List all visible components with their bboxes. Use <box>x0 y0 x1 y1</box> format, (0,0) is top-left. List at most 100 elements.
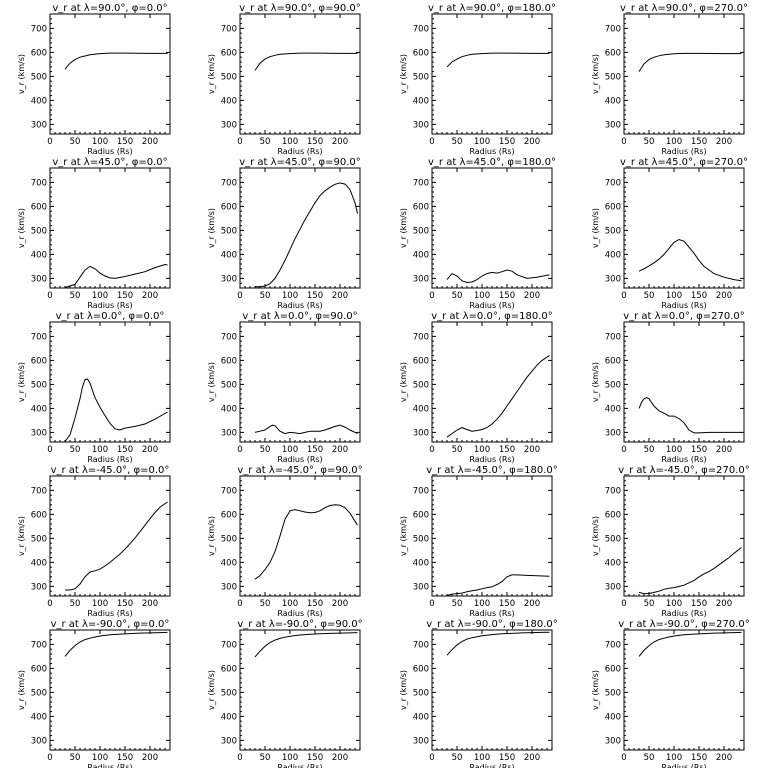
y-tick-label: 600 <box>31 356 47 366</box>
panel-title: v_r at λ=90.0°, φ=0.0° <box>52 3 167 14</box>
y-tick-label: 600 <box>605 510 621 520</box>
y-tick-label: 500 <box>605 72 621 82</box>
y-tick-label: 300 <box>31 582 47 592</box>
x-axis-label: Radius (Rs) <box>661 609 706 618</box>
y-tick-label: 600 <box>221 664 237 674</box>
series-line <box>254 424 358 435</box>
series-line <box>254 504 358 580</box>
panel-title: v_r at λ=0.0°, φ=270.0° <box>623 311 745 322</box>
y-tick-label: 600 <box>221 510 237 520</box>
series-line <box>638 397 742 434</box>
y-tick-label: 500 <box>605 688 621 698</box>
y-tick-label: 500 <box>605 380 621 390</box>
x-tick-label: 200 <box>524 599 540 609</box>
y-axis-label: v_r (km/s) <box>399 208 408 248</box>
panel-title: v_r at λ=45.0°, φ=270.0° <box>620 157 748 168</box>
y-tick-label: 400 <box>31 250 47 260</box>
x-tick-label: 50 <box>70 137 81 147</box>
plot-frame <box>49 13 171 135</box>
y-tick-label: 700 <box>221 332 237 342</box>
y-tick-label: 600 <box>605 356 621 366</box>
x-tick-label: 200 <box>716 137 732 147</box>
plot-frame <box>49 167 171 289</box>
y-tick-label: 400 <box>605 404 621 414</box>
x-axis-label: Radius (Rs) <box>661 763 706 768</box>
x-tick-label: 50 <box>260 291 271 301</box>
panel-title: v_r at λ=-90.0°, φ=270.0° <box>618 619 750 630</box>
x-tick-label: 100 <box>474 137 490 147</box>
x-tick-label: 0 <box>429 291 434 301</box>
panel-12: v_r at λ=0.0°, φ=270.0° 0 50 100 150 200 300 40… <box>591 311 745 464</box>
plot-frame <box>623 321 745 443</box>
y-tick-label: 300 <box>605 120 621 130</box>
x-tick-label: 150 <box>499 291 515 301</box>
series-line <box>255 182 358 288</box>
x-tick-label: 100 <box>282 137 298 147</box>
x-tick-label: 0 <box>47 599 52 609</box>
y-axis-label: v_r (km/s) <box>17 208 26 248</box>
panel-16: v_r at λ=-45.0°, φ=270.0° 0 50 100 150 200 300… <box>591 465 750 618</box>
y-tick-label: 400 <box>221 250 237 260</box>
x-tick-label: 0 <box>621 291 626 301</box>
x-tick-label: 0 <box>237 137 242 147</box>
x-tick-label: 100 <box>282 291 298 301</box>
x-tick-label: 100 <box>474 291 490 301</box>
x-tick-label: 200 <box>332 753 348 763</box>
y-tick-label: 500 <box>221 72 237 82</box>
y-tick-label: 600 <box>605 664 621 674</box>
series-line <box>64 378 168 442</box>
panel-19: v_r at λ=-90.0°, φ=180.0° 0 50 100 150 200 300… <box>399 619 558 768</box>
y-tick-label: 500 <box>413 226 429 236</box>
panel-2: v_r at λ=90.0°, φ=90.0° 0 50 100 150 200 300 40… <box>207 3 361 156</box>
panel-title: v_r at λ=0.0°, φ=0.0° <box>56 311 165 322</box>
x-tick-label: 0 <box>47 753 52 763</box>
x-tick-label: 150 <box>691 445 707 455</box>
panel-6: v_r at λ=45.0°, φ=90.0° 0 50 100 150 200 300 40… <box>207 157 361 310</box>
y-tick-label: 400 <box>31 404 47 414</box>
x-tick-label: 200 <box>716 753 732 763</box>
y-tick-label: 700 <box>413 178 429 188</box>
panel-7: v_r at λ=45.0°, φ=180.0° 0 50 100 150 200 300 4… <box>399 157 556 310</box>
panel-1: v_r at λ=90.0°, φ=0.0° 0 50 100 150 200 300 400… <box>17 3 171 156</box>
y-tick-label: 300 <box>413 120 429 130</box>
series-line <box>64 52 168 70</box>
x-tick-label: 150 <box>691 291 707 301</box>
x-tick-label: 150 <box>117 599 133 609</box>
x-tick-label: 50 <box>644 291 655 301</box>
y-axis-label: v_r (km/s) <box>207 54 216 94</box>
x-tick-label: 50 <box>70 445 81 455</box>
y-tick-label: 400 <box>605 558 621 568</box>
y-axis-label: v_r (km/s) <box>207 362 216 402</box>
x-tick-label: 100 <box>474 599 490 609</box>
x-tick-label: 150 <box>307 291 323 301</box>
y-tick-label: 600 <box>31 510 47 520</box>
y-tick-label: 500 <box>413 380 429 390</box>
y-tick-label: 300 <box>31 120 47 130</box>
y-tick-label: 300 <box>605 736 621 746</box>
y-tick-label: 400 <box>31 96 47 106</box>
x-tick-label: 200 <box>332 599 348 609</box>
panel-15: v_r at λ=-45.0°, φ=180.0° 0 50 100 150 200 300… <box>399 465 558 618</box>
plot-frame <box>431 167 553 289</box>
y-axis-label: v_r (km/s) <box>591 208 600 248</box>
y-tick-label: 600 <box>413 664 429 674</box>
y-axis-label: v_r (km/s) <box>17 516 26 556</box>
x-tick-label: 200 <box>142 137 158 147</box>
panel-title: v_r at λ=90.0°, φ=90.0° <box>239 3 361 14</box>
x-tick-label: 200 <box>716 599 732 609</box>
x-tick-label: 50 <box>452 753 463 763</box>
plot-frame <box>239 321 361 443</box>
y-tick-label: 700 <box>605 640 621 650</box>
y-tick-label: 600 <box>413 510 429 520</box>
plot-frame <box>431 475 553 597</box>
x-tick-label: 150 <box>307 137 323 147</box>
panel-11: v_r at λ=0.0°, φ=180.0° 0 50 100 150 200 300 40… <box>399 311 553 464</box>
x-tick-label: 50 <box>452 599 463 609</box>
panel-13: v_r at λ=-45.0°, φ=0.0° 0 50 100 150 200 300 40… <box>17 465 171 618</box>
plot-frame <box>623 629 745 751</box>
y-tick-label: 600 <box>31 48 47 58</box>
y-axis-label: v_r (km/s) <box>207 670 216 710</box>
y-tick-label: 300 <box>221 736 237 746</box>
panel-title: v_r at λ=90.0°, φ=180.0° <box>428 3 556 14</box>
y-tick-label: 300 <box>605 274 621 284</box>
